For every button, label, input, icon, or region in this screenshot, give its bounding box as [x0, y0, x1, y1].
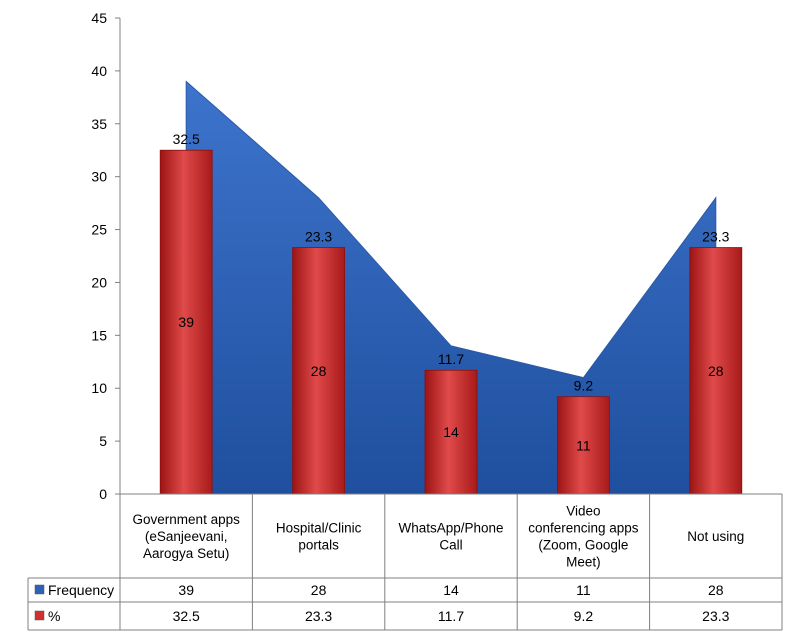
y-tick-label: 30 [91, 169, 107, 185]
y-tick-label: 20 [91, 274, 107, 290]
table-cell: 11.7 [438, 608, 464, 624]
percent-data-label: 9.2 [574, 378, 594, 394]
legend-label: Frequency [48, 582, 114, 598]
data-table: Government apps (eSanjeevani, Aarogya Setu… [27, 493, 783, 631]
frequency-data-label: 14 [443, 424, 459, 440]
table-cell: 32.5 [173, 608, 200, 624]
percent-data-label: 32.5 [173, 131, 200, 147]
percent-bar [557, 396, 610, 495]
percent-bar [159, 149, 213, 495]
category-label: Hospital/Clinic portals [276, 521, 362, 553]
frequency-data-label: 28 [311, 363, 327, 379]
table-cell: 28 [708, 582, 724, 598]
legend-swatch [34, 584, 45, 595]
category-label: Not using [687, 529, 744, 544]
category-label: Video conferencing apps (Zoom, Google Meet) [528, 504, 639, 570]
percent-bar-layer [159, 149, 743, 495]
table-cell: 14 [443, 582, 459, 598]
y-tick-label: 5 [99, 433, 107, 449]
data-labels: 32.5 23.3 11.7 9.2 23.3 39 28 14 11 28 [173, 131, 730, 453]
legend-swatch [34, 610, 45, 621]
frequency-data-label: 28 [708, 363, 724, 379]
percent-data-label: 23.3 [305, 229, 332, 245]
percent-data-label: 23.3 [702, 229, 729, 245]
table-cell: 23.3 [702, 608, 729, 624]
y-tick-label: 45 [91, 10, 107, 26]
y-tick-label: 0 [99, 486, 107, 502]
y-tick-label: 40 [91, 63, 107, 79]
legend-label: % [48, 608, 60, 624]
frequency-data-label: 39 [178, 314, 194, 330]
percent-bar [424, 369, 478, 495]
table-cell: 28 [311, 582, 327, 598]
table-cell: 9.2 [574, 608, 594, 624]
table-cell: 11 [576, 582, 591, 598]
percent-data-label: 11.7 [438, 351, 464, 367]
y-tick-label: 15 [91, 327, 107, 343]
y-axis: 0 5 10 15 20 25 30 35 40 45 [91, 10, 121, 502]
table-cell: 23.3 [305, 608, 332, 624]
y-tick-label: 25 [91, 222, 107, 238]
y-tick-label: 10 [91, 380, 107, 396]
percent-bar [689, 247, 743, 495]
category-label: WhatsApp/Phone Call [398, 521, 503, 553]
category-label: Government apps (eSanjeevani, Aarogya Setu… [133, 512, 241, 561]
frequency-data-label: 11 [576, 437, 591, 453]
y-tick-label: 35 [91, 116, 107, 132]
table-cell: 39 [178, 582, 194, 598]
